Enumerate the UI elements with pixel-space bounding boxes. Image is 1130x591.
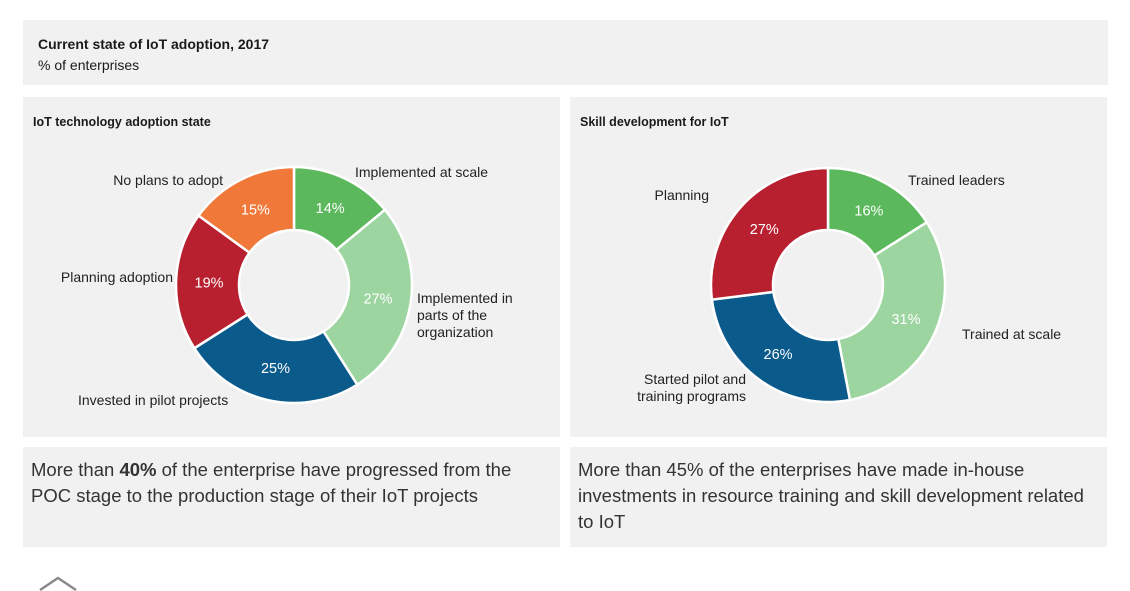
logo-icon	[39, 576, 77, 591]
slice-value-label: 15%	[241, 202, 270, 218]
adoption-note-panel: More than 40% of the enterprise have pro…	[23, 447, 560, 547]
slice-category-label: Implemented at scale	[355, 164, 488, 180]
slice-value-label: 25%	[261, 361, 290, 377]
adoption-chart-title: IoT technology adoption state	[33, 115, 211, 129]
slice-category-label: Planning adoption	[61, 269, 173, 285]
page-title: Current state of IoT adoption, 2017	[38, 36, 270, 52]
slice-category-label: Started pilot and training programs	[637, 371, 746, 404]
slice-value-label: 27%	[363, 291, 392, 307]
adoption-note-pre: More than	[31, 459, 120, 480]
adoption-note-highlight: 40%	[119, 459, 157, 480]
slice-value-label: 14%	[316, 201, 345, 217]
slice-value-label: 31%	[891, 312, 920, 328]
page-subtitle: % of enterprises	[38, 57, 140, 73]
slice-category-label: Invested in pilot projects	[78, 392, 228, 408]
slice-value-label: 26%	[764, 347, 793, 363]
slice-value-label: 19%	[195, 275, 224, 291]
adoption-note: More than 40% of the enterprise have pro…	[31, 457, 548, 509]
slice-category-label: Implemented in parts of the organization	[417, 290, 513, 340]
skill-chart-panel: Skill development for IoT 16% Trained lea…	[570, 97, 1107, 437]
slice-value-label: 16%	[854, 204, 883, 220]
skill-chart-title: Skill development for IoT	[580, 115, 729, 129]
adoption-chart-panel: IoT technology adoption state 14% Impleme…	[23, 97, 560, 437]
donut-slice	[826, 166, 929, 258]
slice-category-label: Trained at scale	[962, 326, 1061, 342]
skill-donut-chart: 16% Trained leaders 31% Trained at scale 26%…	[637, 166, 1061, 404]
adoption-donut-chart: 14% Implemented at scale 27% Implemented in…	[61, 164, 513, 408]
slice-category-label: Trained leaders	[908, 172, 1005, 188]
slice-category-label: Planning	[655, 187, 710, 203]
donut-slice	[836, 220, 947, 402]
donut-slice	[321, 208, 414, 387]
donut-slice	[174, 213, 252, 350]
slice-category-label: No plans to adopt	[113, 172, 223, 188]
skill-note: More than 45% of the enterprises have ma…	[578, 459, 1084, 532]
skill-note-panel: More than 45% of the enterprises have ma…	[570, 447, 1107, 547]
donut-slice	[709, 166, 830, 302]
header-panel: Current state of IoT adoption, 2017 % of…	[23, 20, 1108, 85]
donut-slice	[192, 312, 359, 405]
adoption-note-post: of the enterprise have progressed from t…	[31, 459, 512, 506]
donut-slice	[710, 290, 852, 404]
slice-value-label: 27%	[750, 222, 779, 238]
donut-slice	[196, 165, 296, 255]
